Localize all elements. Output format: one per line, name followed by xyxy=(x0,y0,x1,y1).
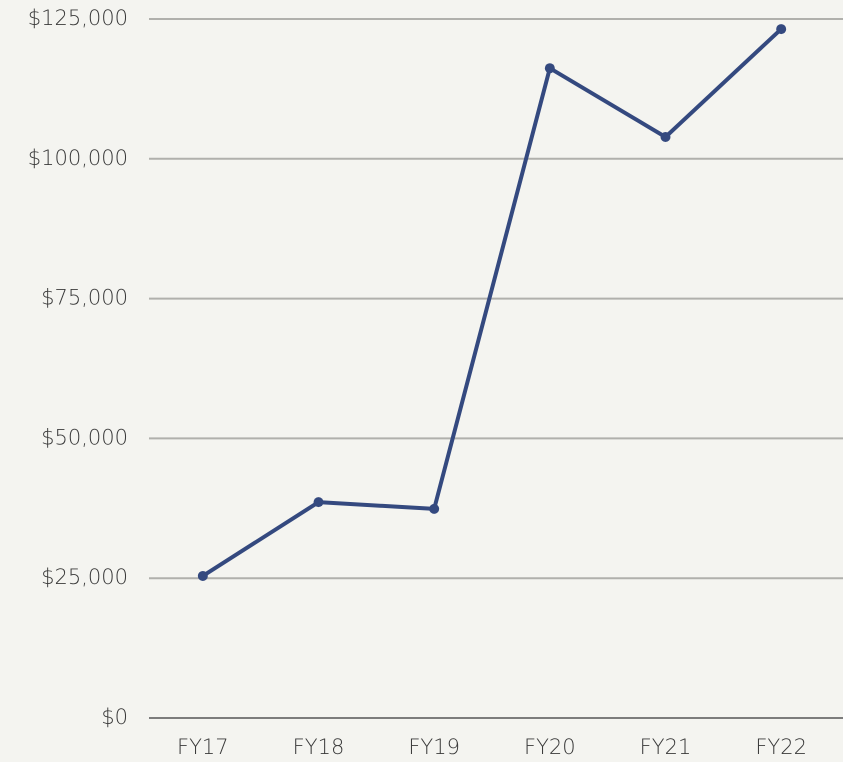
point xyxy=(429,503,440,514)
point xyxy=(776,24,787,35)
point xyxy=(313,497,324,508)
x-tick-label: FY17 xyxy=(177,735,229,759)
y-tick-label: $25,000 xyxy=(41,565,128,589)
y-tick-label: $125,000 xyxy=(28,6,128,30)
y-tick-label: $50,000 xyxy=(41,425,128,449)
x-tick-label: FY20 xyxy=(524,735,576,759)
x-tick-label: FY19 xyxy=(408,735,460,759)
point xyxy=(660,131,671,142)
x-tick-label: FY22 xyxy=(755,735,807,759)
line xyxy=(201,27,783,578)
x-tick-label: FY21 xyxy=(640,735,692,759)
y-tick-label: $75,000 xyxy=(41,286,128,310)
y-tick-label: $100,000 xyxy=(28,146,128,170)
x-tick-label: FY18 xyxy=(293,735,345,759)
point xyxy=(544,63,555,74)
point xyxy=(197,570,208,581)
y-tick-label: $0 xyxy=(101,705,128,729)
